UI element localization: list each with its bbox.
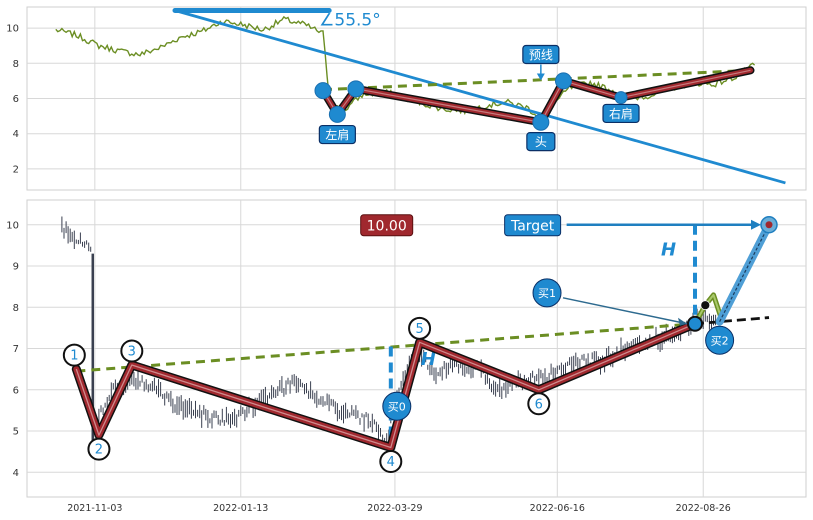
bottom-pattern-highlight: [75, 323, 696, 449]
top-y-tick-label: 6: [13, 94, 19, 105]
bottom-neckline: [76, 322, 696, 373]
top-chart-panel: 2 4 6 8 10 ∠55.5° 左肩头 右肩 预线: [6, 6, 807, 191]
bottom-value-label: 10.00: [367, 218, 407, 234]
top-annotation-label-box: [318, 124, 356, 145]
bottom-target-box: [504, 214, 562, 237]
bottom-breakout-point: [687, 315, 704, 332]
top-y-tick-label: 8: [13, 59, 19, 70]
bottom-target-label: Target: [510, 218, 555, 234]
bottom-x-tick-label: 2022-06-16: [530, 503, 585, 514]
bottom-value-box: [360, 214, 414, 237]
top-annotation-arrow-head: [536, 73, 545, 81]
bottom-point-label-5: 5: [415, 322, 423, 337]
top-pattern-marker: [554, 72, 572, 90]
top-y-tick-label: 2: [13, 164, 19, 175]
bottom-x-tick-label: 2022-08-26: [676, 503, 731, 514]
bottom-chart-panel: 4 5 6 7 8 9 10 2021-11-03 2022-01-13 2022-03-29 20…: [6, 199, 807, 514]
bottom-buy2-label: 买2: [711, 334, 729, 347]
bottom-breakout-marker: [700, 300, 711, 311]
bottom-point-marker-5: [408, 316, 432, 340]
bottom-breakout-line: [694, 293, 723, 325]
bottom-neckline-extension: [694, 316, 770, 326]
bottom-point-marker-2: [87, 437, 111, 461]
bottom-point-label-1: 1: [70, 349, 78, 364]
bottom-target-arrow-head: [751, 219, 762, 230]
bottom-point-label-6: 6: [535, 397, 543, 412]
bottom-buy1-label: 买1: [538, 287, 556, 300]
top-annotation-label: 右肩: [609, 106, 633, 121]
top-pattern-marker: [328, 105, 346, 123]
bottom-x-tick-label: 2022-01-13: [213, 503, 268, 514]
bottom-point-marker-1: [62, 343, 86, 367]
bottom-x-tick-label: 2022-03-29: [367, 503, 422, 514]
bottom-y-tick-label: 9: [13, 262, 19, 273]
bottom-y-tick-label: 10: [6, 220, 19, 231]
bottom-buy0-label: 买0: [388, 400, 406, 413]
bottom-point-marker-4: [379, 450, 403, 473]
bottom-buy2-marker: [705, 325, 735, 355]
bottom-buy1-callout-line: [562, 297, 688, 325]
top-trendline: [174, 9, 786, 185]
bottom-point-label-3: 3: [128, 345, 136, 360]
bottom-y-tick-label: 4: [13, 468, 19, 479]
bottom-buy1-marker: [532, 278, 562, 308]
top-annotation-label: 头: [535, 135, 547, 149]
top-y-tick-label: 10: [6, 24, 19, 35]
bottom-y-tick-label: 8: [13, 303, 19, 314]
top-annotation-label-box: [602, 103, 640, 124]
bottom-target-path-inner: [719, 224, 770, 322]
top-annotation-label-box: [526, 132, 556, 152]
bottom-target-point-core: [765, 221, 773, 229]
top-pattern-marker: [614, 91, 628, 105]
bottom-buy1-callout-head: [678, 317, 688, 326]
top-pattern-marker: [314, 82, 332, 100]
bottom-h-label-target: H: [661, 240, 676, 261]
bottom-y-tick-label: 5: [13, 427, 19, 438]
bottom-h-label: H: [421, 349, 436, 370]
top-pattern-marker: [532, 113, 550, 131]
bottom-y-tick-label: 6: [13, 385, 19, 396]
bottom-point-label-4: 4: [387, 455, 395, 470]
bottom-point-label-2: 2: [95, 443, 103, 458]
top-annotation-label: 左肩: [325, 127, 349, 142]
top-annotation-label-box: [522, 44, 560, 65]
bottom-point-marker-3: [120, 339, 144, 363]
bottom-x-tick-label: 2021-11-03: [67, 503, 122, 514]
bottom-y-tick-label: 7: [13, 344, 19, 355]
bottom-point-marker-6: [527, 392, 551, 416]
bottom-buy0-marker: [382, 391, 412, 421]
top-angle-label: ∠55.5°: [319, 11, 381, 31]
top-pattern-marker: [347, 80, 365, 98]
top-annotation-label: 预线: [529, 48, 553, 62]
top-y-tick-label: 4: [13, 129, 19, 140]
top-neckline: [322, 68, 751, 92]
